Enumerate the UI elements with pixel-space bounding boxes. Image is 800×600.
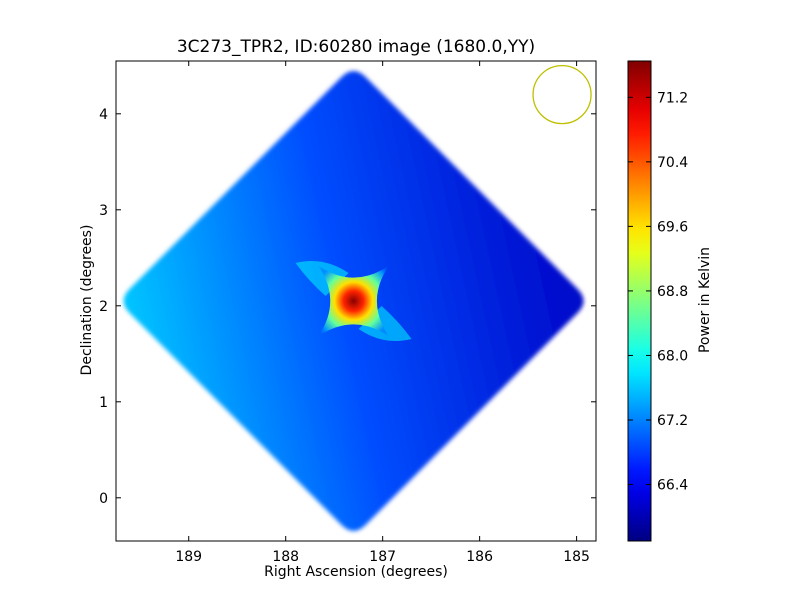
- x-axis-ticks: 189 188 187 186 185: [175, 61, 590, 565]
- y-axis-label: Declination (degrees): [79, 225, 95, 376]
- x-tick-label: 189: [175, 549, 202, 565]
- colorbar-ticks: 66.4 67.2 68.0 68.8 69.6 70.4 71.2: [628, 90, 688, 494]
- y-axis-ticks: 0 1 2 3 4: [99, 107, 596, 507]
- beam-marker: [532, 64, 592, 125]
- x-tick-label: 187: [369, 549, 396, 565]
- x-tick-label: 188: [272, 549, 299, 565]
- plot-area: [123, 64, 592, 531]
- heatmap-lobe-lower-right: [358, 306, 412, 342]
- y-tick-label: 0: [99, 491, 108, 507]
- y-tick-label: 4: [99, 107, 108, 123]
- colorbar-tick-label: 68.0: [657, 348, 688, 364]
- colorbar-tick-label: 67.2: [657, 413, 688, 429]
- heatmap-lobe-upper-left: [295, 260, 349, 296]
- plot-frame: [115, 60, 597, 542]
- colorbar-tick-label: 68.8: [657, 284, 688, 300]
- colorbar-tick-label: 69.6: [657, 219, 688, 235]
- y-tick-label: 2: [99, 299, 108, 315]
- heatmap-peak: [318, 265, 389, 337]
- colorbar-label: Power in Kelvin: [697, 247, 713, 353]
- y-tick-label: 3: [99, 203, 108, 219]
- x-axis-label: Right Ascension (degrees): [264, 564, 448, 580]
- x-tick-label: 186: [466, 549, 493, 565]
- chart-title: 3C273_TPR2, ID:60280 image (1680.0,YY): [177, 37, 535, 57]
- y-tick-label: 1: [99, 395, 108, 411]
- x-tick-label: 185: [563, 549, 590, 565]
- colorbar-tick-label: 71.2: [657, 90, 688, 106]
- colorbar-tick-label: 66.4: [657, 478, 688, 494]
- colorbar: [627, 60, 652, 542]
- colorbar-tick-label: 70.4: [657, 155, 688, 171]
